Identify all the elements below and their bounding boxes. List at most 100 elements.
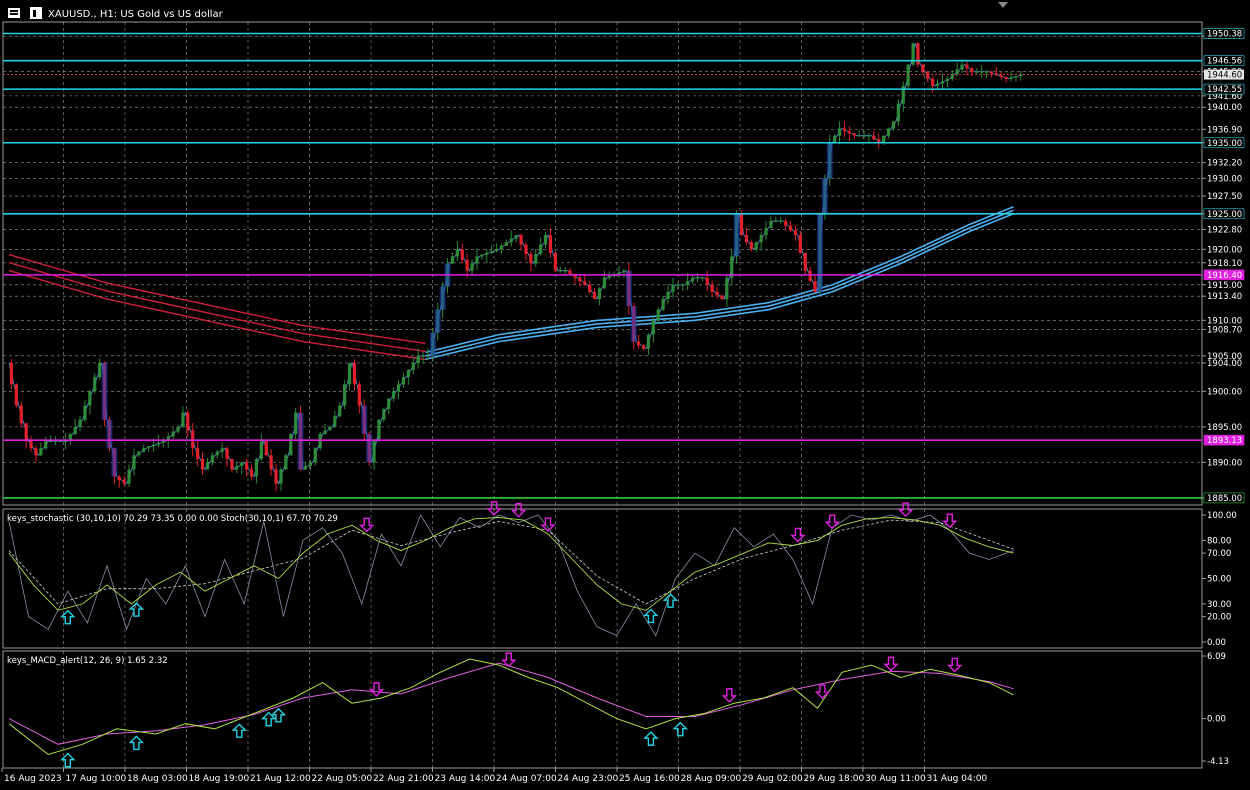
ma-blue-line bbox=[425, 206, 1014, 354]
scroll-marker-icon[interactable] bbox=[998, 2, 1008, 8]
impulse-box bbox=[366, 433, 373, 463]
time-axis-label: 25 Aug 16:00 bbox=[619, 774, 680, 784]
candle-body bbox=[387, 398, 391, 410]
ma-red-line bbox=[8, 269, 426, 361]
macd-arrow-up-icon bbox=[231, 723, 247, 738]
candle-body bbox=[539, 244, 543, 255]
candle-body bbox=[975, 71, 979, 73]
stochastic-panel[interactable]: keys_stochastic (30,10,10) 70.29 73.35 0… bbox=[7, 501, 1014, 637]
candle-body bbox=[333, 416, 337, 427]
level-label-box bbox=[1203, 434, 1245, 446]
candle-body bbox=[931, 78, 935, 86]
candle-body bbox=[744, 235, 749, 243]
time-axis-label: 28 Aug 09:00 bbox=[681, 774, 742, 784]
impulse-box bbox=[101, 362, 108, 420]
candle-body bbox=[44, 441, 48, 449]
macd-axis-label: 0.00 bbox=[1207, 715, 1226, 725]
stochastic-arrow-up-icon bbox=[643, 608, 659, 624]
candle-body bbox=[754, 242, 758, 250]
price-axis-label: 1940.00 bbox=[1207, 103, 1242, 113]
impulse-box bbox=[106, 419, 113, 449]
candle-body bbox=[401, 377, 406, 385]
stochastic-axis-label: 0.00 bbox=[1207, 638, 1226, 648]
candle-body bbox=[416, 355, 420, 363]
candle-body bbox=[916, 43, 920, 65]
macd-arrow-down-icon bbox=[883, 656, 899, 672]
candle-body bbox=[392, 391, 396, 399]
candle-body bbox=[681, 284, 685, 286]
candle-body bbox=[764, 227, 768, 236]
stochastic-axis-label: 50.00 bbox=[1207, 575, 1231, 585]
candle-body bbox=[176, 426, 180, 432]
candle-body bbox=[661, 299, 665, 310]
candle-body bbox=[196, 448, 200, 459]
time-axis-label: 17 Aug 10:00 bbox=[66, 774, 127, 784]
candle-body bbox=[891, 121, 896, 129]
candle-body bbox=[465, 259, 469, 271]
stochastic-arrow-up-icon bbox=[662, 593, 679, 608]
current-price-label-box bbox=[1204, 69, 1244, 80]
candle-body bbox=[749, 242, 753, 250]
candle-body bbox=[1019, 74, 1023, 76]
level-label: 1946.56 bbox=[1207, 57, 1242, 67]
candle-body bbox=[93, 377, 97, 392]
candle-body bbox=[289, 433, 293, 456]
candle-body bbox=[78, 419, 82, 427]
macd-axis-label: 6.09 bbox=[1207, 652, 1226, 662]
price-axis-label: 1910.00 bbox=[1207, 316, 1242, 326]
candle-body bbox=[73, 426, 77, 434]
price-panel[interactable] bbox=[3, 32, 1202, 499]
time-axis-label: 29 Aug 02:00 bbox=[742, 774, 803, 784]
candle-body bbox=[695, 277, 700, 279]
candle-body bbox=[186, 412, 190, 431]
candle-body bbox=[328, 426, 332, 431]
price-axis-label: 1908.70 bbox=[1207, 326, 1242, 336]
candle-body bbox=[259, 441, 263, 459]
stochastic-arrow-down-icon bbox=[540, 517, 556, 533]
macd-panel[interactable]: keys_MACD_alert(12, 26, 9) 1.65 2.32 bbox=[7, 652, 1014, 768]
candle-body bbox=[906, 64, 910, 86]
impulse-box bbox=[733, 213, 740, 257]
level-label: 1916.40 bbox=[1207, 271, 1242, 281]
candle-body bbox=[867, 135, 871, 137]
candle-body bbox=[548, 235, 553, 253]
ma-red-line bbox=[8, 261, 426, 353]
candle-body bbox=[686, 281, 690, 285]
candle-body bbox=[970, 68, 974, 72]
price-axis-label: 1890.00 bbox=[1207, 458, 1242, 468]
macd-axis-label: -4.13 bbox=[1207, 757, 1229, 767]
candle-body bbox=[813, 281, 817, 292]
candle-body bbox=[210, 455, 214, 463]
impulse-box bbox=[630, 306, 637, 342]
chart-title: XAUUSD., H1: US Gold vs US dollar bbox=[48, 9, 224, 20]
candle-body bbox=[357, 384, 361, 406]
price-axis-label: 1936.90 bbox=[1207, 125, 1242, 135]
chart-menu-icon-bar bbox=[10, 10, 18, 12]
price-axis-label: 1915.00 bbox=[1207, 281, 1242, 291]
candle-body bbox=[524, 244, 528, 255]
candle-body bbox=[803, 252, 807, 271]
candle-body bbox=[759, 235, 763, 243]
stochastic-arrow-up-icon bbox=[128, 602, 145, 617]
chart-header: XAUUSD., H1: US Gold vs US dollar bbox=[8, 2, 1008, 20]
candle-body bbox=[602, 277, 606, 289]
candle-body bbox=[896, 103, 900, 122]
candle-body bbox=[9, 362, 14, 385]
stochastic-arrow-down-icon bbox=[824, 514, 840, 530]
price-axis-label: 1927.50 bbox=[1207, 192, 1242, 202]
candle-body bbox=[14, 384, 18, 406]
candle-body bbox=[323, 430, 327, 434]
level-label-box bbox=[1203, 269, 1245, 281]
candle-body bbox=[999, 75, 1003, 78]
candle-body bbox=[837, 128, 842, 136]
candle-body bbox=[249, 469, 254, 477]
candle-body bbox=[514, 235, 518, 239]
candle-body bbox=[886, 128, 891, 136]
level-label-box bbox=[1203, 55, 1245, 66]
candle-body bbox=[343, 384, 347, 406]
candle-body bbox=[156, 442, 161, 445]
stochastic-arrow-down-icon bbox=[486, 501, 502, 516]
macd-signal-line bbox=[8, 662, 1014, 745]
candle-body bbox=[127, 469, 131, 484]
impulse-box bbox=[821, 178, 828, 214]
